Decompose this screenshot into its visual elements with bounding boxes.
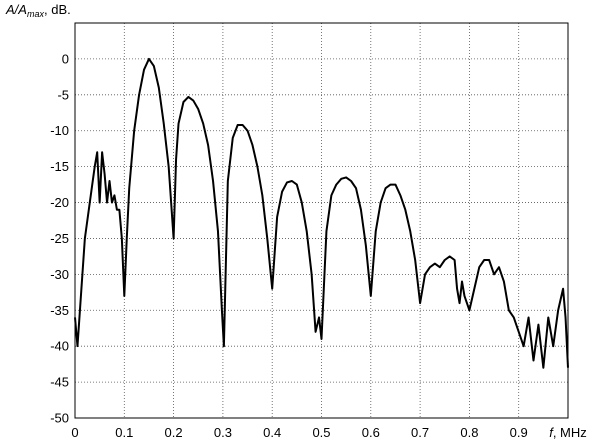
x-label-main: f (549, 425, 554, 440)
x-tick-label: 0.1 (115, 425, 133, 440)
x-tick-label: 0.7 (411, 425, 429, 440)
y-tick-label: -10 (50, 123, 69, 138)
x-tick-label: 0.8 (460, 425, 478, 440)
x-label-suffix: , MHz (553, 425, 587, 440)
x-tick-label: 0.4 (263, 425, 281, 440)
x-tick-label: 0.2 (165, 425, 183, 440)
y-axis-label: A/Amax, dB. (5, 2, 71, 19)
y-label-sub: max (27, 9, 45, 19)
data-line (74, 57, 569, 369)
y-tick-label: -5 (57, 87, 69, 102)
y-tick-label: -40 (50, 339, 69, 354)
x-tick-label: 0.3 (214, 425, 232, 440)
plot-frame (74, 22, 569, 419)
y-tick-label: -45 (50, 375, 69, 390)
x-tick-label: 0 (71, 425, 78, 440)
y-tick-label: 0 (62, 51, 69, 66)
y-tick-label: -15 (50, 159, 69, 174)
x-tick-label: 0.9 (510, 425, 528, 440)
y-tick-label: -35 (50, 303, 69, 318)
x-axis-label: f, MHz (549, 425, 587, 440)
x-tick-label: 0.6 (362, 425, 380, 440)
y-tick-label: -30 (50, 267, 69, 282)
x-tick-label: 0.5 (312, 425, 330, 440)
y-tick-label: -50 (50, 411, 69, 426)
y-tick-label: -20 (50, 195, 69, 210)
y-label-suffix: , dB. (44, 2, 71, 17)
y-tick-label: -25 (50, 231, 69, 246)
y-label-main: A/A (5, 2, 27, 17)
